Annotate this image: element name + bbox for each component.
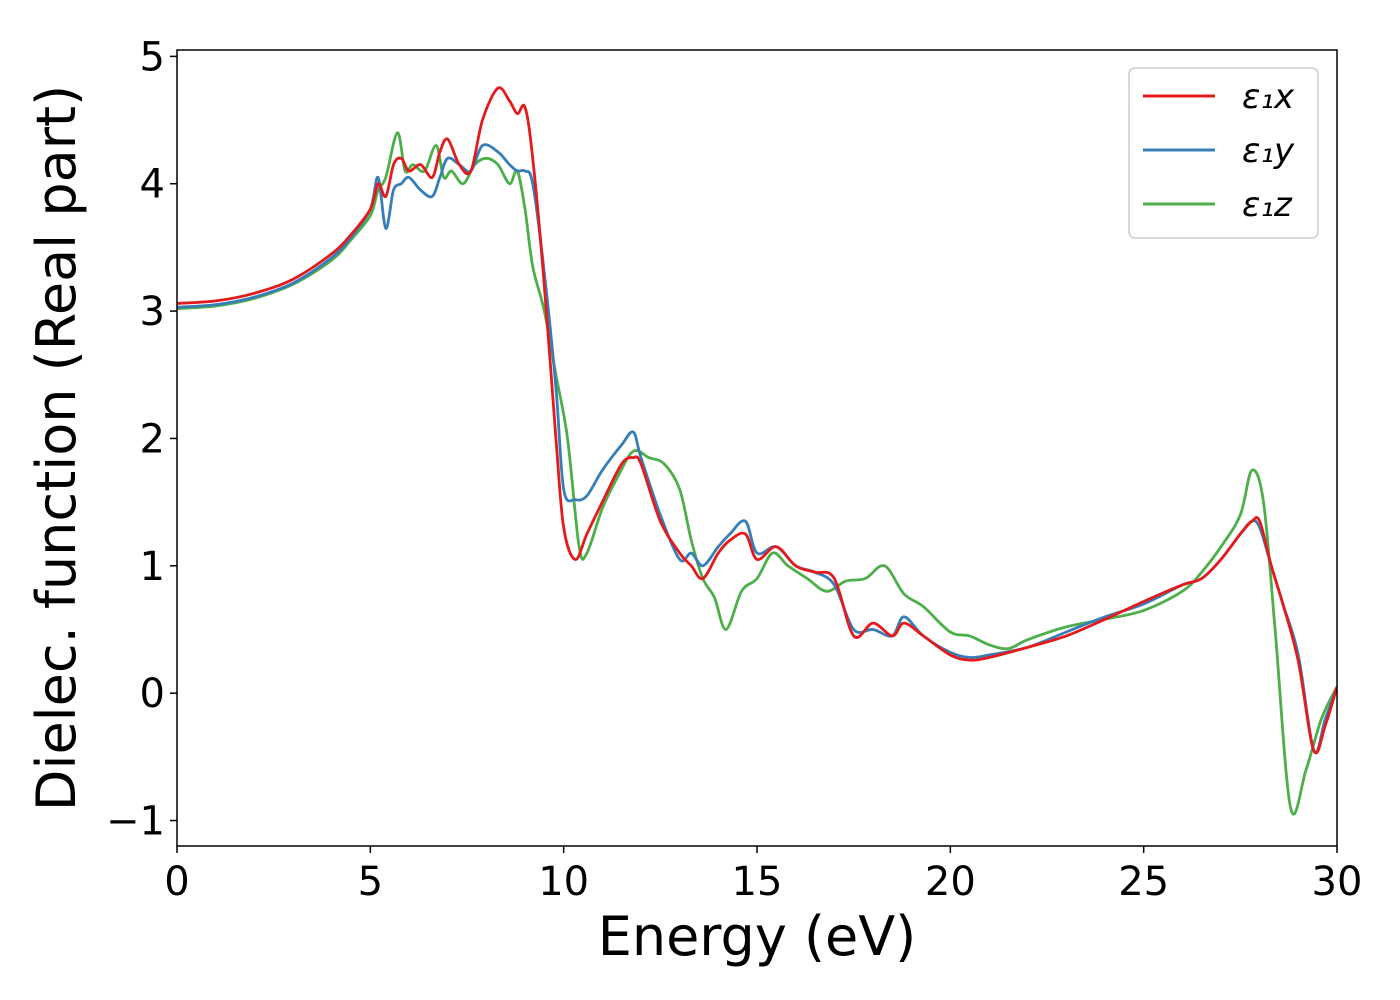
legend-entry-label: ε₁z — [1242, 185, 1293, 225]
legend-entry-label: ε₁y — [1242, 131, 1295, 171]
series-line-1 — [177, 86, 1337, 755]
y-tick-label: 3 — [140, 289, 165, 335]
series-line-3 — [177, 131, 1337, 816]
x-tick-label: 25 — [1118, 859, 1169, 905]
y-tick-label: 4 — [140, 162, 165, 208]
legend: ε₁x ε₁y ε₁z — [1128, 67, 1319, 239]
y-tick-label: 1 — [140, 544, 165, 590]
y-axis-ticks: −1 0 1 2 3 4 5 — [106, 34, 177, 845]
x-tick-label: 20 — [925, 859, 976, 905]
x-tick-label: 10 — [538, 859, 589, 905]
x-tick-label: 15 — [732, 859, 783, 905]
y-tick-label: 0 — [140, 671, 165, 717]
x-tick-label: 0 — [164, 859, 189, 905]
x-tick-label: 5 — [358, 859, 383, 905]
x-axis-label: Energy (eV) — [598, 905, 917, 968]
y-tick-label: 5 — [140, 34, 165, 80]
y-axis-label: Dielec. function (Real part) — [25, 85, 88, 811]
legend-entry-label: ε₁x — [1242, 77, 1295, 117]
x-tick-label: 30 — [1312, 859, 1363, 905]
y-tick-label: 2 — [140, 416, 165, 462]
x-axis-ticks: 0 5 10 15 20 25 30 — [164, 846, 1362, 905]
legend-box — [1128, 67, 1319, 239]
series-layer — [177, 86, 1337, 816]
y-tick-label: −1 — [106, 799, 165, 845]
